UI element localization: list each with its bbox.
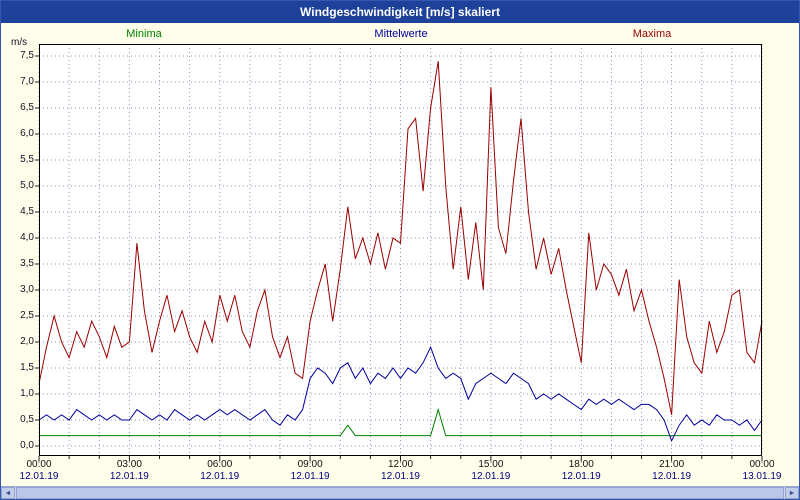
y-axis-tick-label: 3,5: [20, 258, 34, 269]
y-axis-tick-label: 0,0: [20, 440, 34, 451]
x-axis-date-label: 12.01.19: [109, 471, 149, 482]
x-axis-date-label: 12.01.19: [381, 471, 420, 482]
y-axis-tick-label: 3,0: [20, 284, 34, 295]
x-axis-date-label: 12.01.19: [652, 471, 692, 482]
y-axis-tick-label: 1,5: [20, 362, 34, 373]
y-axis-tick-label: 7,5: [20, 50, 34, 61]
x-axis-time-label: 09:00: [297, 459, 323, 470]
x-axis-date-label: 12.01.19: [561, 471, 601, 482]
horizontal-scrollbar[interactable]: ◄ ►: [1, 486, 799, 499]
y-axis-tick-label: 0,5: [20, 414, 34, 425]
scrollbar-right-arrow-icon[interactable]: ►: [785, 487, 799, 499]
y-axis-tick-label: 1,0: [20, 388, 34, 399]
legend-minima: Minima: [126, 28, 162, 40]
x-axis-date-label: 12.01.19: [200, 471, 240, 482]
y-axis-tick-label: 2,5: [20, 310, 34, 321]
y-axis-tick-label: 7,0: [20, 76, 34, 87]
x-axis-time-label: 06:00: [207, 459, 233, 470]
y-axis-tick-label: 5,5: [20, 154, 34, 165]
x-axis-time-label: 12:00: [387, 459, 414, 470]
y-axis-tick-label: 6,5: [20, 102, 34, 113]
y-axis-tick-label: 6,0: [20, 128, 34, 139]
y-axis-unit-label: m/s: [11, 37, 28, 48]
x-axis-time-label: 18:00: [568, 459, 594, 470]
y-axis-tick-label: 4,0: [20, 232, 34, 243]
x-axis-time-label: 00:00: [749, 459, 775, 470]
chart-canvas[interactable]: [35, 44, 763, 461]
x-axis-time-label: 15:00: [478, 459, 504, 470]
x-axis-time-label: 21:00: [659, 459, 685, 470]
legend-maxima: Maxima: [632, 28, 672, 40]
y-axis-tick-label: 2,0: [20, 336, 34, 347]
x-axis-time-label: 03:00: [116, 459, 142, 470]
x-axis-date-label: 12.01.19: [290, 471, 330, 482]
scrollbar-left-arrow-icon[interactable]: ◄: [1, 487, 15, 499]
x-axis-date-label: 12.01.19: [471, 471, 511, 482]
window-title: Windgeschwindigkeit [m/s] skaliert: [1, 1, 799, 23]
y-axis-tick-label: 5,0: [20, 180, 34, 191]
scrollbar-thumb[interactable]: [16, 487, 784, 499]
legend-mittelwerte: Mittelwerte: [374, 28, 428, 40]
x-axis-time-label: 00:00: [26, 459, 52, 470]
x-axis-date-label: 12.01.19: [19, 471, 59, 482]
x-axis-date-label: 13.01.19: [742, 471, 782, 482]
chart-plot-area[interactable]: [35, 44, 763, 461]
y-axis-tick-label: 4,5: [20, 206, 34, 217]
